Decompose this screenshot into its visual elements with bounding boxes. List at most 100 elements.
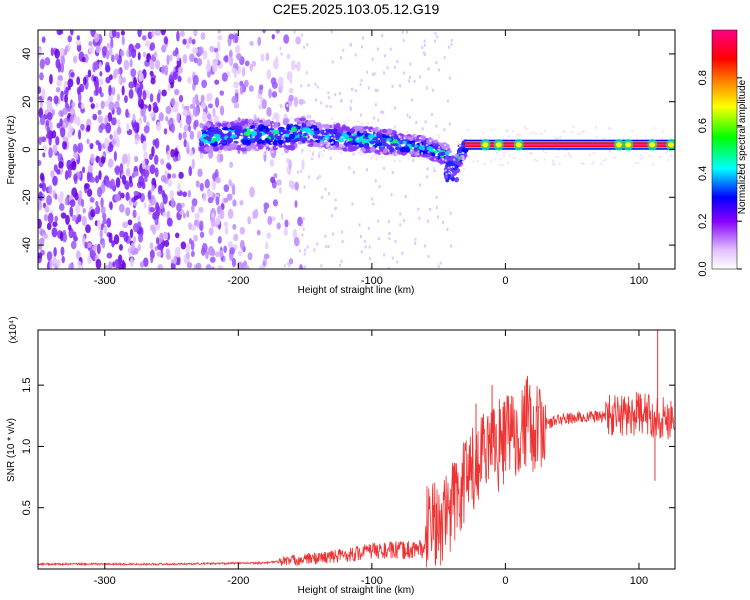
noise-cell (38, 86, 42, 94)
noise-cell (269, 159, 275, 167)
noise-cell (207, 189, 213, 199)
halo-cell (307, 132, 310, 135)
noise-cell (72, 231, 77, 239)
noise-cell (92, 113, 98, 121)
signal-cell (445, 150, 450, 157)
noise-speckle (387, 220, 390, 224)
halo-cell (516, 133, 519, 136)
signal-cell (315, 135, 321, 139)
noise-cell (231, 185, 236, 196)
noise-cell (272, 199, 279, 207)
noise-cell (217, 35, 223, 41)
signal-cell (408, 137, 414, 142)
halo-cell (577, 133, 580, 136)
noise-cell (128, 196, 133, 206)
noise-cell (234, 32, 239, 44)
noise-cell (76, 43, 82, 52)
signal-cell (226, 137, 234, 144)
halo-cell (450, 165, 453, 168)
noise-cell (207, 196, 214, 204)
noise-cell (85, 224, 91, 234)
noise-cell (105, 122, 112, 134)
noise-cell (77, 142, 81, 154)
noise-cell (89, 249, 96, 257)
noise-speckle (280, 105, 283, 109)
noise-cell (89, 96, 94, 103)
noise-cell (194, 212, 200, 220)
noise-speckle (367, 226, 370, 230)
noise-cell (182, 38, 187, 45)
noise-cell (102, 218, 107, 225)
halo-cell (592, 152, 595, 155)
noise-cell (81, 215, 87, 227)
signal-tail-cell (444, 174, 449, 180)
tone-bump-core (667, 142, 674, 148)
noise-speckle (425, 86, 428, 90)
halo-cell (282, 152, 285, 155)
noise-cell (195, 180, 200, 188)
signal-cell (402, 140, 407, 145)
noise-speckle (450, 42, 453, 46)
halo-cell (263, 152, 266, 155)
noise-speckle (376, 47, 379, 51)
noise-cell (153, 51, 158, 58)
halo-cell (634, 161, 637, 164)
noise-speckle (351, 88, 354, 92)
noise-cell (54, 48, 61, 59)
noise-cell (120, 30, 126, 36)
signal-cell (411, 141, 416, 148)
noise-cell (43, 233, 48, 239)
halo-cell (445, 172, 448, 175)
noise-cell (239, 200, 244, 206)
noise-speckle (448, 76, 451, 80)
noise-speckle (426, 167, 429, 171)
halo-cell (551, 163, 554, 166)
noise-cell (275, 112, 280, 123)
signal-cell (331, 128, 337, 134)
noise-speckle (423, 43, 426, 47)
tone-bump-core (625, 142, 632, 148)
noise-cell (112, 30, 117, 38)
noise-cell (151, 30, 155, 38)
noise-cell (133, 248, 139, 255)
noise-cell (239, 80, 244, 87)
noise-speckle (373, 72, 376, 76)
halo-cell (306, 135, 309, 138)
halo-cell (622, 138, 625, 141)
noise-cell (93, 243, 98, 250)
halo-cell (398, 136, 401, 139)
noise-speckle (359, 113, 362, 117)
noise-speckle (330, 30, 333, 34)
noise-cell (56, 79, 62, 87)
noise-cell (198, 46, 204, 56)
noise-cell (93, 76, 97, 82)
signal-cell (343, 134, 350, 140)
noise-speckle (288, 171, 291, 175)
noise-speckle (399, 212, 402, 216)
noise-cell (97, 142, 102, 152)
signal-cell (368, 126, 374, 133)
halo-cell (533, 158, 536, 161)
noise-cell (263, 202, 270, 210)
noise-cell (217, 264, 224, 269)
noise-cell (158, 112, 164, 122)
halo-cell (433, 166, 436, 169)
signal-cell (426, 146, 434, 151)
signal-cell (380, 138, 387, 144)
halo-cell (321, 154, 324, 157)
noise-cell (166, 217, 173, 227)
noise-cell (249, 63, 253, 72)
noise-speckle (302, 227, 305, 231)
signal-cell (382, 134, 387, 139)
noise-cell (231, 95, 238, 104)
noise-cell (170, 148, 176, 158)
noise-speckle (368, 245, 371, 249)
noise-cell (69, 206, 74, 217)
signal-cell (362, 126, 370, 130)
noise-cell (116, 107, 122, 116)
noise-cell (38, 243, 43, 251)
signal-cell (250, 142, 256, 148)
signal-cell (313, 141, 319, 148)
noise-cell (98, 124, 104, 134)
noise-cell (151, 146, 155, 157)
